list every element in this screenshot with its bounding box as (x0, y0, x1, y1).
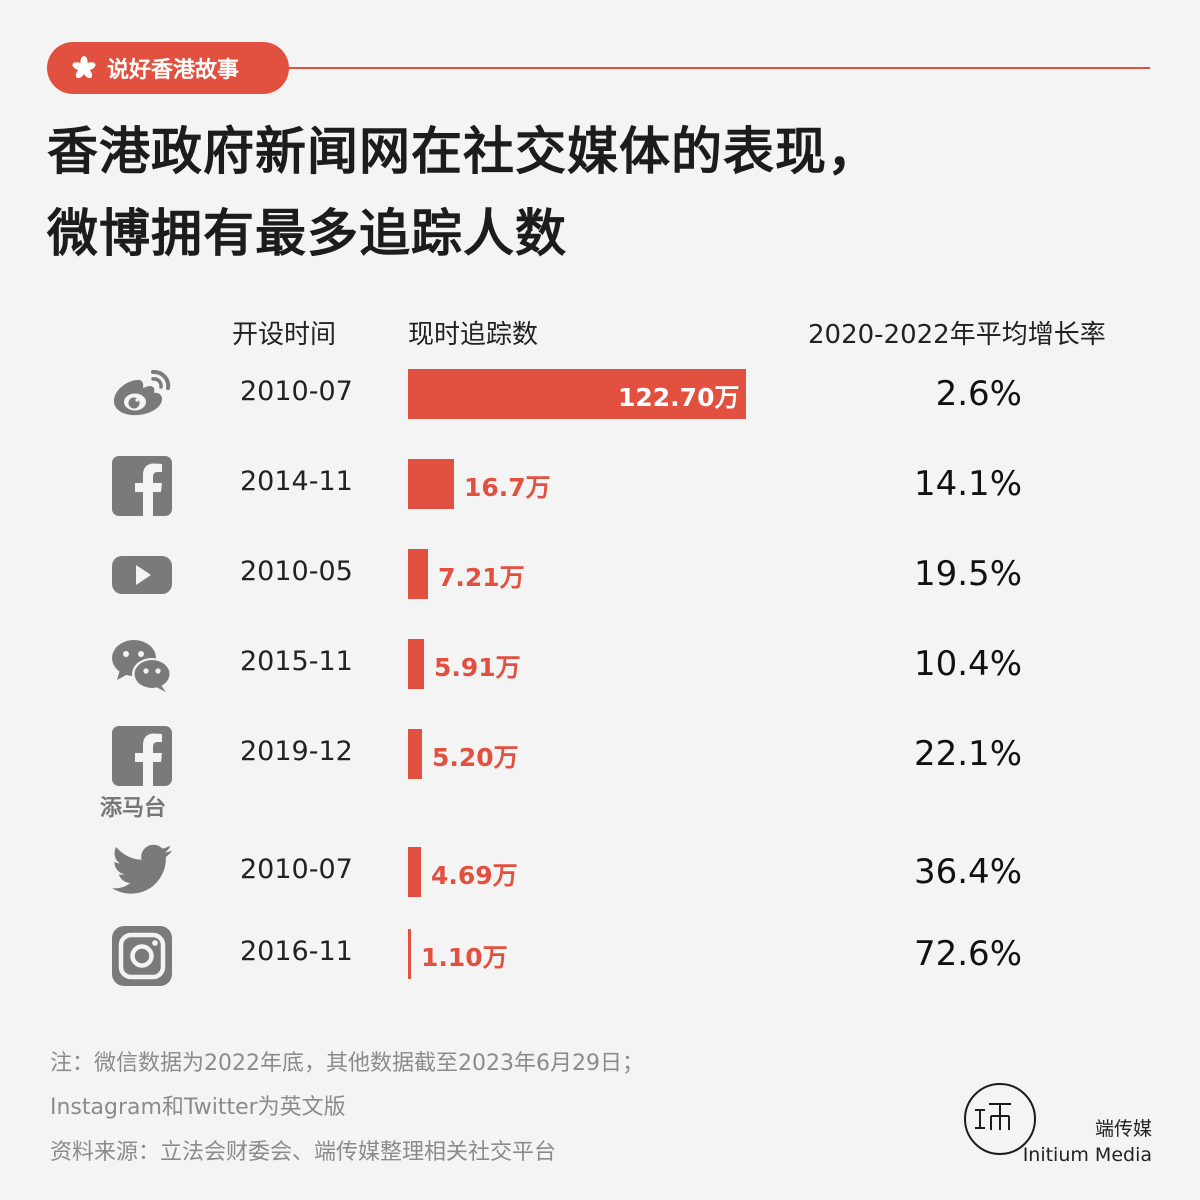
brand-en: Initium Media (1022, 1144, 1152, 1166)
facebook-icon (112, 726, 172, 786)
row-date: 2016-11 (240, 936, 353, 967)
brand-cn: 端传媒 (1094, 1118, 1152, 1140)
instagram-icon (112, 926, 172, 986)
growth-rate: 2.6% (935, 374, 1022, 414)
growth-rate: 10.4% (913, 644, 1022, 684)
followers-label: 5.20万 (432, 743, 519, 772)
brand: 端传媒 Initium Media (1023, 1116, 1152, 1168)
tag-label: 说好香港故事 (107, 58, 240, 83)
footnote-line-2: Instagram和Twitter为英文版 (50, 1095, 346, 1120)
row-date: 2010-05 (240, 556, 353, 587)
followers-bar (408, 369, 746, 419)
growth-rate: 72.6% (913, 934, 1022, 974)
column-header-date: 开设时间 (232, 320, 337, 350)
youtube-icon (112, 556, 172, 594)
source-note: 资料来源：立法会财委会、端传媒整理相关社交平台 (50, 1140, 557, 1165)
followers-label: 122.70万 (618, 383, 740, 412)
footnote-line-1: 注：微信数据为2022年底，其他数据截至2023年6月29日； (50, 1051, 644, 1076)
row-date: 2019-12 (240, 736, 353, 767)
row-wechat: 2015-11 5.91万 10.4% (0, 634, 1200, 694)
row-twitter: 2010-07 4.69万 36.4% (0, 842, 1200, 902)
followers-bar (408, 639, 424, 689)
row-instagram: 2016-11 1.10万 72.6% (0, 924, 1200, 986)
followers-label: 4.69万 (431, 861, 518, 890)
followers-bar (408, 549, 428, 599)
row-date: 2014-11 (240, 466, 353, 497)
title-line-1: 香港政府新闻网在社交媒体的表现， (47, 123, 880, 182)
growth-rate: 14.1% (913, 464, 1022, 504)
followers-bar (408, 847, 421, 897)
growth-rate: 19.5% (913, 554, 1022, 594)
weibo-icon (113, 369, 171, 416)
column-header-followers: 现时追踪数 (408, 320, 539, 350)
followers-bar (408, 729, 422, 779)
growth-rate: 36.4% (913, 852, 1022, 892)
followers-label: 1.10万 (421, 943, 508, 972)
followers-label: 16.7万 (464, 473, 551, 502)
growth-rate: 22.1% (913, 734, 1022, 774)
row-youtube: 2010-05 7.21万 19.5% (0, 544, 1200, 604)
initium-logo (964, 1083, 1036, 1155)
facebook-icon (112, 456, 172, 516)
footnote: 注：微信数据为2022年底，其他数据截至2023年6月29日； Instagra… (50, 1042, 644, 1130)
column-header-growth: 2020-2022年平均增长率 (808, 320, 1106, 350)
page-title: 香港政府新闻网在社交媒体的表现， 微博拥有最多追踪人数 (47, 112, 1147, 276)
row-weibo: 2010-07 122.70万 2.6% (0, 364, 1200, 424)
followers-label: 5.91万 (434, 653, 521, 682)
row-date: 2010-07 (240, 854, 353, 885)
row-facebook: 2014-11 16.7万 14.1% (0, 454, 1200, 516)
icon-sub-label: 添马台 (100, 796, 167, 821)
followers-bar (408, 929, 411, 979)
row-date: 2010-07 (240, 376, 353, 407)
category-tag: 说好香港故事 (47, 42, 289, 94)
followers-label: 7.21万 (438, 563, 525, 592)
wechat-icon (112, 640, 172, 692)
followers-bar (408, 459, 454, 509)
header-rule (289, 67, 1150, 69)
bauhinia-icon (72, 56, 96, 79)
twitter-icon (112, 844, 172, 894)
row-facebook-timmatoi: 添马台 2019-12 5.20万 22.1% (0, 724, 1200, 821)
title-line-2: 微博拥有最多追踪人数 (47, 205, 568, 264)
row-date: 2015-11 (240, 646, 353, 677)
